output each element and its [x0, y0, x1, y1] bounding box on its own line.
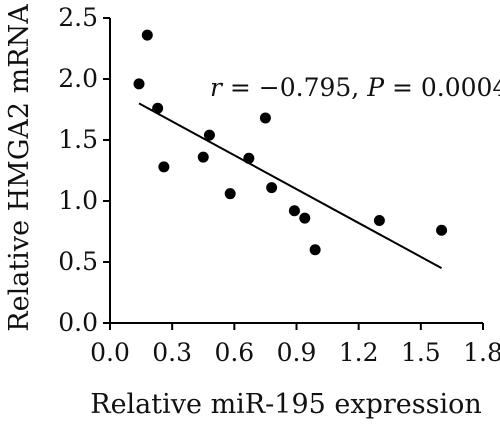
- x-tick-label: 1.2: [339, 338, 379, 367]
- data-point: [133, 78, 145, 90]
- x-tick-label: 0.0: [90, 338, 130, 367]
- x-tick-label: 0.3: [152, 338, 192, 367]
- x-tick-label: 1.8: [463, 338, 500, 367]
- y-tick-label: 1.0: [58, 186, 98, 215]
- x-tick-label: 0.9: [277, 338, 317, 367]
- y-axis-ticks: 0.0 0.5 1.0 1.5 2.0 2.5: [58, 3, 110, 337]
- y-tick-label: 2.5: [58, 3, 98, 32]
- p-value: = 0.0004: [384, 73, 500, 102]
- data-point: [266, 182, 278, 194]
- p-symbol: P: [366, 73, 385, 102]
- data-point: [436, 224, 448, 236]
- x-tick-label: 1.5: [401, 338, 441, 367]
- r-symbol: r: [210, 73, 224, 102]
- data-point: [197, 151, 209, 163]
- r-value: = −0.795,: [222, 73, 367, 102]
- regression-line: [138, 102, 443, 269]
- data-point: [259, 112, 271, 124]
- data-point: [288, 205, 300, 217]
- y-tick-label: 0.0: [58, 308, 98, 337]
- data-point: [299, 212, 311, 224]
- x-tick-label: 0.6: [214, 338, 254, 367]
- x-axis-title: Relative miR-195 expression: [90, 389, 482, 420]
- data-point: [141, 29, 153, 41]
- data-point: [373, 215, 385, 227]
- data-points: [133, 29, 448, 256]
- data-point: [309, 244, 321, 256]
- y-tick-label: 0.5: [58, 247, 98, 276]
- data-point: [224, 188, 236, 200]
- data-point: [158, 161, 170, 173]
- y-tick-label: 2.0: [58, 64, 98, 93]
- y-axis-title: Relative HMGA2 mRNA: [4, 4, 35, 332]
- correlation-annotation: r = −0.795, P = 0.0004: [210, 73, 500, 102]
- y-tick-label: 1.5: [58, 125, 98, 154]
- x-axis-ticks: 0.0 0.3 0.6 0.9 1.2 1.5 1.8: [90, 323, 500, 367]
- data-point: [203, 129, 215, 141]
